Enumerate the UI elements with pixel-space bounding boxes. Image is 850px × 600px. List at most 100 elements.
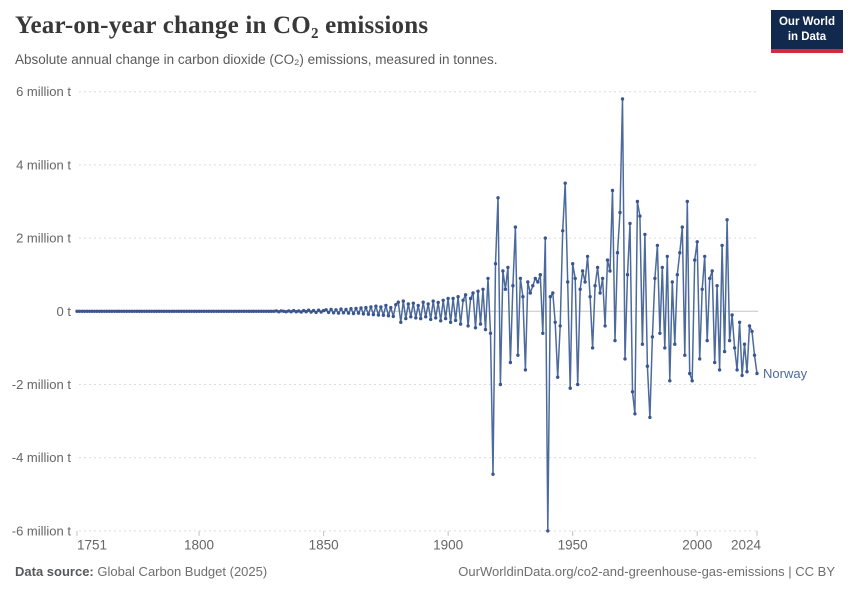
data-point [571, 262, 575, 266]
data-point [199, 309, 204, 313]
data-point [618, 210, 622, 215]
data-point [217, 309, 221, 313]
data-point [419, 316, 423, 321]
data-point [319, 310, 323, 314]
data-point [598, 291, 602, 295]
data-point [414, 316, 418, 320]
data-point [244, 309, 249, 313]
data-point [182, 309, 186, 313]
x-axis-tick-label: 1751 [77, 537, 107, 552]
data-point [316, 308, 321, 312]
data-point [85, 309, 89, 313]
data-point [421, 300, 425, 304]
data-point [391, 314, 395, 319]
data-point [735, 368, 739, 372]
data-point [411, 301, 415, 305]
data-point [588, 295, 592, 299]
data-point [326, 310, 331, 315]
data-point [329, 307, 333, 312]
data-point [715, 284, 719, 288]
data-point [536, 280, 540, 284]
data-point [441, 298, 445, 302]
data-point [369, 305, 373, 309]
owid-logo-line1: Our World [778, 16, 835, 28]
data-point [197, 309, 201, 313]
data-point [309, 310, 313, 314]
data-point [513, 225, 518, 229]
data-point [229, 309, 234, 313]
data-point [526, 280, 530, 284]
data-point [531, 284, 535, 288]
data-point [439, 319, 443, 323]
data-point [755, 371, 759, 376]
data-point [705, 338, 709, 343]
data-point [431, 299, 435, 303]
data-point [725, 218, 729, 222]
data-point [346, 311, 351, 315]
data-point [262, 309, 266, 313]
owid-logo[interactable]: Our World in Data [770, 10, 843, 53]
data-point [282, 309, 286, 313]
data-point [112, 309, 117, 313]
data-point [145, 309, 149, 313]
data-point [623, 357, 627, 361]
data-point [135, 309, 139, 313]
data-point [374, 304, 378, 308]
data-point [311, 308, 316, 313]
data-point [635, 199, 640, 204]
data-point [578, 287, 582, 291]
data-point [207, 309, 211, 313]
data-point [668, 379, 672, 383]
data-point [670, 280, 674, 284]
data-point [453, 318, 458, 323]
data-point [194, 309, 199, 313]
data-point [546, 529, 550, 533]
data-point [630, 390, 635, 394]
data-point [563, 181, 567, 185]
data-point [184, 309, 189, 313]
data-point [608, 269, 612, 273]
data-point [386, 314, 391, 318]
data-point [443, 316, 448, 321]
data-point [720, 243, 724, 248]
data-point [117, 309, 122, 313]
data-point [553, 320, 557, 324]
data-point [77, 309, 82, 313]
data-point [142, 309, 146, 313]
data-point [722, 349, 727, 354]
data-point [152, 309, 156, 313]
data-point [732, 346, 737, 350]
y-axis-tick-label: -2 million t [12, 377, 72, 392]
data-point [162, 309, 166, 313]
data-point [179, 309, 184, 313]
data-point [157, 309, 161, 313]
data-point [120, 309, 124, 313]
data-point [665, 254, 669, 259]
data-point [640, 342, 645, 346]
series-label-norway[interactable]: Norway [763, 366, 808, 381]
data-point [125, 309, 129, 313]
data-point [259, 309, 263, 313]
data-point [257, 309, 261, 313]
data-point [82, 309, 87, 313]
data-point [222, 309, 226, 313]
data-point [610, 188, 615, 193]
series-line-norway[interactable] [77, 98, 758, 532]
data-point [556, 375, 560, 379]
data-point [105, 309, 109, 313]
y-axis-tick-label: 4 million t [16, 157, 71, 172]
data-point [625, 273, 630, 277]
data-point [508, 360, 513, 365]
data-point [740, 373, 744, 378]
data-point [351, 311, 356, 316]
data-point [468, 296, 473, 301]
data-point [254, 309, 258, 313]
data-point [376, 313, 381, 317]
data-point [491, 472, 495, 476]
rights-link[interactable]: OurWorldinData.org/co2-and-greenhouse-ga… [458, 564, 835, 579]
data-point [713, 360, 717, 365]
data-point [680, 225, 684, 229]
data-point [558, 324, 562, 328]
